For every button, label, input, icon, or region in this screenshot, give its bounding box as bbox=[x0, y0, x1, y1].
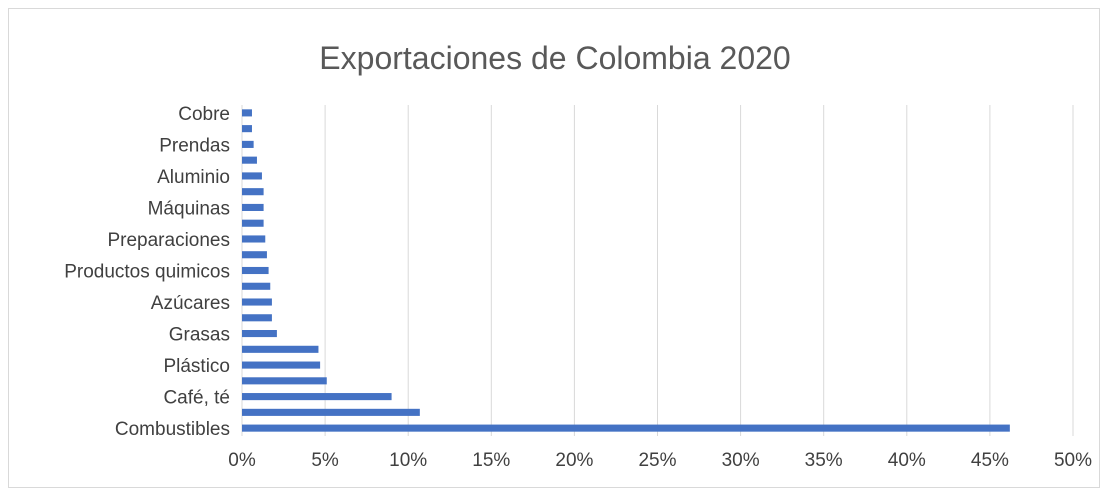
bar-chart: Exportaciones de Colombia 2020 Combustib… bbox=[64, 40, 1092, 471]
y-tick-label: Prendas bbox=[159, 135, 230, 156]
x-tick-label: 50% bbox=[1054, 450, 1092, 471]
chart-title: Exportaciones de Colombia 2020 bbox=[319, 40, 790, 76]
x-axis-labels: 0% 5% 10% 15% 20% 25% 30% 35% 40% 45% 50% bbox=[228, 450, 1092, 471]
bar bbox=[242, 109, 252, 117]
y-tick-label: Grasas bbox=[169, 325, 230, 346]
bar bbox=[242, 156, 257, 164]
bar bbox=[242, 330, 277, 338]
bar bbox=[242, 188, 264, 196]
bar bbox=[242, 345, 319, 353]
y-tick-label: Café, té bbox=[163, 388, 230, 409]
y-tick-label: Azúcares bbox=[151, 293, 230, 314]
bar bbox=[242, 266, 269, 275]
y-tick-label: Cobre bbox=[178, 104, 230, 125]
y-axis-labels: Combustibles Café, té Plástico Grasas Azúcar… bbox=[64, 104, 230, 440]
y-tick-label: Combustibles bbox=[115, 419, 230, 440]
x-tick-label: 30% bbox=[722, 450, 760, 471]
x-tick-label: 40% bbox=[888, 450, 926, 471]
y-tick-label: Máquinas bbox=[148, 198, 230, 219]
y-tick-label: Aluminio bbox=[157, 167, 230, 188]
x-tick-label: 45% bbox=[971, 450, 1009, 471]
bars bbox=[242, 109, 1010, 432]
bar bbox=[242, 282, 271, 290]
bar bbox=[242, 361, 321, 369]
bar bbox=[242, 219, 264, 227]
x-tick-label: 20% bbox=[555, 450, 593, 471]
x-tick-label: 5% bbox=[311, 450, 339, 471]
bar bbox=[242, 393, 392, 401]
y-tick-label: Plástico bbox=[163, 356, 230, 377]
bar bbox=[242, 172, 262, 180]
x-tick-label: 25% bbox=[638, 450, 676, 471]
bar bbox=[242, 125, 252, 133]
bar bbox=[242, 424, 1010, 432]
x-tick-label: 0% bbox=[228, 450, 256, 471]
bar bbox=[242, 377, 327, 385]
y-tick-label: Preparaciones bbox=[107, 230, 230, 251]
y-tick-label: Productos quimicos bbox=[64, 262, 230, 283]
x-tick-label: 10% bbox=[389, 450, 427, 471]
bar bbox=[242, 408, 420, 416]
bar bbox=[242, 140, 254, 148]
bar bbox=[242, 251, 267, 259]
bar bbox=[242, 314, 272, 322]
gridlines bbox=[241, 105, 1074, 436]
bar bbox=[242, 298, 272, 306]
bar bbox=[242, 203, 264, 211]
bar bbox=[242, 235, 266, 243]
chart-frame: Exportaciones de Colombia 2020 Combustib… bbox=[8, 8, 1100, 488]
x-tick-label: 15% bbox=[472, 450, 510, 471]
x-tick-label: 35% bbox=[805, 450, 843, 471]
